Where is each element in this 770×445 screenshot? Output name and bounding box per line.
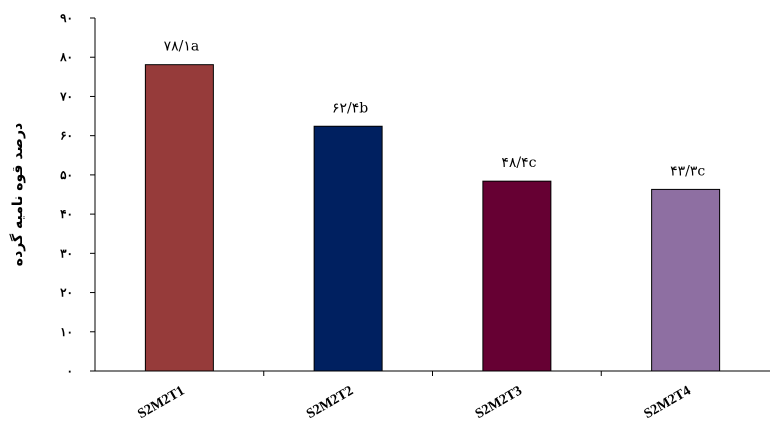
data-label: ۴۳/۳c: [670, 163, 705, 179]
x-tick-label: S2M2T1: [135, 383, 187, 422]
x-tick-label: S2M2T3: [473, 383, 525, 422]
y-tick-label: ۸۰: [59, 50, 73, 64]
data-label: ۶۲/۴b: [332, 100, 368, 116]
y-tick-label: ۶۰: [60, 129, 73, 143]
y-tick-label: ۹۰: [60, 11, 73, 25]
y-axis-label: درصد قوه نامیه گرده: [9, 123, 26, 266]
y-tick-label: ۴۰: [60, 207, 73, 221]
y-tick-label: ۵۰: [60, 168, 73, 182]
data-labels: ۷۸/۱a ۶۲/۴b ۴۸/۴c ۴۳/۳c: [164, 39, 706, 180]
y-tick-label: ۷۰: [59, 89, 73, 103]
y-tick-label: ۳۰: [60, 246, 73, 260]
bar: [482, 180, 552, 372]
x-tick-label: S2M2T2: [304, 383, 356, 422]
y-tick-label: ۱۰: [60, 325, 73, 339]
x-tick-label: S2M2T4: [642, 383, 694, 422]
x-axis: S2M2T1 S2M2T2 S2M2T3 S2M2T4: [95, 370, 770, 422]
data-label: ۷۸/۱a: [164, 39, 200, 55]
y-axis: ۰ ۱۰ ۲۰ ۳۰ ۴۰ ۵۰ ۶۰ ۷۰ ۸۰ ۹۰: [59, 11, 96, 378]
bar: [144, 64, 214, 372]
data-label: ۴۸/۴c: [501, 155, 536, 171]
bars: [144, 64, 721, 372]
bar: [313, 125, 383, 372]
bar: [651, 188, 721, 372]
y-tick-label: ۰: [67, 364, 73, 378]
y-tick-label: ۲۰: [60, 286, 73, 300]
